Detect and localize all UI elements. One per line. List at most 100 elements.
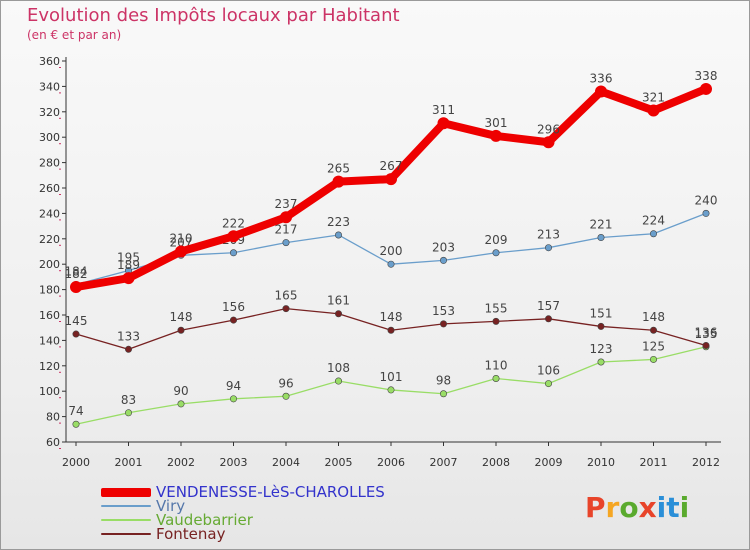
x-tick-label: 2003 — [220, 456, 248, 469]
data-label: 221 — [590, 218, 613, 232]
data-point — [387, 326, 395, 334]
x-tick-label: 2005 — [325, 456, 353, 469]
data-label: 338 — [695, 69, 718, 83]
data-label: 145 — [65, 314, 88, 328]
data-label: 133 — [117, 329, 140, 343]
data-label: 224 — [642, 214, 665, 228]
data-point — [647, 104, 660, 117]
data-point — [649, 230, 657, 238]
y-tick-label: 200 — [39, 258, 60, 271]
data-point — [439, 320, 447, 328]
data-point — [125, 409, 133, 417]
chart-subtitle: (en € et par an) — [27, 28, 122, 42]
data-point — [227, 230, 240, 243]
x-tick-label: 2010 — [587, 456, 615, 469]
data-point — [597, 234, 605, 242]
data-label: 184 — [65, 265, 88, 279]
data-point — [122, 272, 135, 285]
chart-legend: VENDENESSE-LèS-CHAROLLES Viry Vaudebarrier… — [101, 483, 385, 543]
logo-letter: t — [666, 491, 680, 524]
data-point — [125, 345, 133, 353]
data-point — [649, 326, 657, 334]
data-point — [334, 231, 342, 239]
data-point — [334, 377, 342, 385]
data-point — [177, 400, 185, 408]
data-label: 217 — [275, 223, 298, 237]
data-label: 96 — [278, 376, 293, 390]
data-point — [700, 82, 712, 95]
data-label: 108 — [327, 361, 350, 375]
data-label: 98 — [436, 374, 451, 388]
data-point — [439, 390, 447, 398]
data-label: 125 — [642, 339, 665, 353]
logo-letter: i — [679, 491, 690, 524]
chart-title: Evolution des Impôts locaux par Habitant — [27, 5, 400, 26]
legend-swatch — [101, 487, 151, 497]
data-label: 213 — [537, 228, 560, 242]
legend-item: Viry — [101, 499, 385, 514]
data-point — [702, 341, 710, 349]
data-point — [385, 173, 397, 186]
logo-letter: P — [585, 491, 606, 524]
data-point — [492, 317, 500, 325]
data-label: 301 — [485, 116, 508, 130]
data-point — [230, 395, 238, 403]
data-label: 151 — [590, 306, 613, 320]
data-label: 110 — [485, 359, 508, 373]
data-point — [492, 249, 500, 257]
data-point — [177, 326, 185, 334]
data-point — [72, 420, 80, 428]
logo-letter: r — [605, 491, 620, 524]
data-label: 195 — [117, 251, 140, 265]
legend-swatch — [101, 519, 151, 521]
legend-item: Vaudebarrier — [101, 511, 385, 529]
legend-swatch — [101, 533, 151, 535]
data-label: 136 — [695, 325, 718, 339]
y-tick-label: 260 — [39, 182, 60, 195]
data-label: 74 — [68, 404, 83, 418]
data-label: 101 — [380, 370, 403, 384]
data-point — [544, 244, 552, 252]
legend-label: Fontenay — [156, 525, 226, 543]
data-label: 209 — [485, 233, 508, 247]
data-label: 161 — [327, 294, 350, 308]
data-point — [282, 239, 290, 247]
data-label: 165 — [275, 289, 298, 303]
legend-label: VENDENESSE-LèS-CHAROLLES — [156, 483, 385, 501]
data-label: 90 — [173, 384, 188, 398]
legend-swatch — [101, 505, 151, 507]
y-tick-label: 100 — [39, 385, 60, 398]
data-point — [387, 386, 395, 394]
series-line — [75, 346, 707, 425]
data-label: 148 — [170, 310, 193, 324]
logo-letter: i — [656, 491, 667, 524]
y-tick-label: 80 — [46, 411, 60, 424]
x-tick-label: 2006 — [377, 456, 405, 469]
x-tick-label: 2009 — [535, 456, 563, 469]
data-point — [542, 136, 555, 149]
proxiti-logo: Proxiti — [585, 491, 689, 524]
data-label: 106 — [537, 364, 560, 378]
data-label: 200 — [380, 244, 403, 258]
data-point — [595, 85, 607, 98]
data-point — [230, 316, 238, 324]
data-label: 265 — [327, 162, 350, 176]
data-point — [702, 209, 710, 217]
data-label: 222 — [222, 216, 245, 230]
data-label: 311 — [432, 103, 455, 117]
data-label: 189 — [117, 258, 140, 272]
x-tick-label: 2001 — [115, 456, 143, 469]
data-point — [280, 211, 292, 224]
data-point — [492, 374, 500, 382]
data-label: 267 — [380, 159, 403, 173]
data-point — [597, 322, 605, 330]
legend-label: Vaudebarrier — [156, 511, 253, 529]
data-label: 203 — [432, 240, 455, 254]
data-label: 153 — [432, 304, 455, 318]
y-tick-label: 120 — [39, 360, 60, 373]
data-label: 182 — [65, 267, 88, 281]
data-point — [387, 260, 395, 268]
data-label: 336 — [590, 71, 613, 85]
